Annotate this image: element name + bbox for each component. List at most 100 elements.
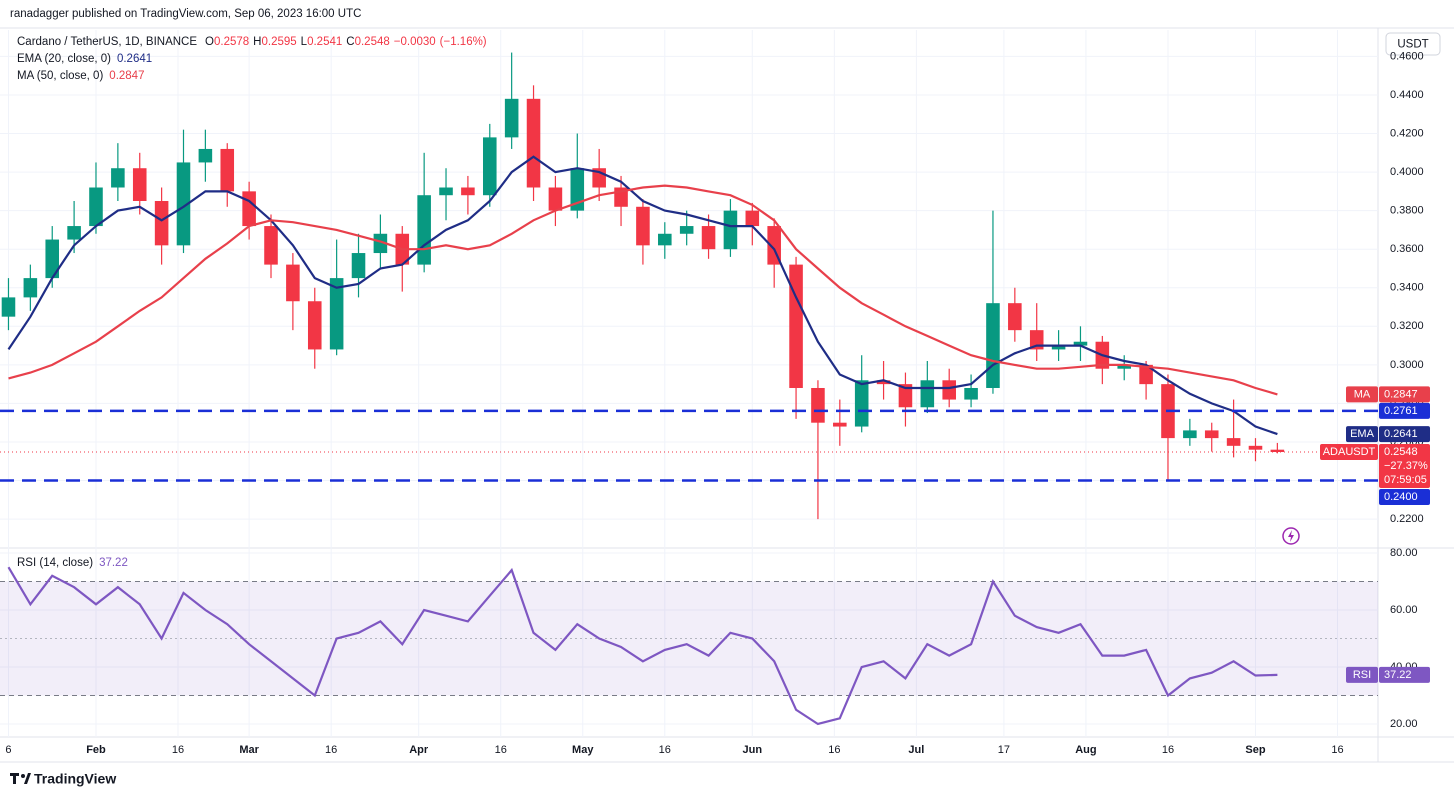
x-tick-label: Sep bbox=[1245, 744, 1265, 756]
price-tag-text: 07:59:05 bbox=[1384, 474, 1427, 486]
legend-value: 37.22 bbox=[99, 557, 128, 569]
candle-body bbox=[89, 187, 103, 227]
candle-body bbox=[286, 264, 300, 302]
candle-body bbox=[1073, 341, 1088, 346]
legend-name: MA (50, close, 0) bbox=[17, 70, 103, 82]
x-tick-label: Mar bbox=[239, 744, 259, 756]
candle-body bbox=[111, 168, 125, 188]
price-tag: 0.2548 −27.37% 07:59:05 bbox=[1379, 443, 1430, 488]
candle-body bbox=[154, 200, 169, 246]
symbol-tag-box bbox=[1320, 443, 1378, 460]
price-tag-box bbox=[1379, 386, 1430, 403]
indicator-tag-box bbox=[1346, 666, 1378, 683]
rsi-band bbox=[0, 581, 1378, 696]
candle-body bbox=[307, 301, 322, 350]
candle-body bbox=[570, 168, 585, 211]
y-tick-label: 0.3200 bbox=[1390, 320, 1424, 332]
price-tag-text: −27.37% bbox=[1384, 460, 1428, 472]
x-tick-label: 16 bbox=[495, 744, 507, 756]
candle-body bbox=[1204, 430, 1219, 439]
marks-layer: Cardano / TetherUS, 1D, BINANCE O0.2578 H0… bbox=[0, 36, 1378, 726]
logo-slash bbox=[24, 773, 31, 784]
alert-bolt[interactable] bbox=[1288, 530, 1294, 542]
legend-entry: MA (50, close, 0) 0.2847 bbox=[17, 70, 144, 82]
x-tick-label: May bbox=[572, 744, 594, 756]
publisher-line: ranadagger published on TradingView.com,… bbox=[10, 8, 361, 20]
candle-body bbox=[417, 195, 431, 265]
candle-body bbox=[986, 303, 1000, 388]
y-tick-label: 0.3800 bbox=[1390, 205, 1424, 217]
candle-body bbox=[373, 233, 388, 254]
legend-value: 0.2641 bbox=[117, 53, 152, 65]
candle-body bbox=[242, 191, 256, 227]
candle-body bbox=[504, 98, 519, 138]
legend-entry: EMA (20, close, 0) 0.2641 bbox=[17, 53, 152, 65]
candle-body bbox=[658, 233, 672, 246]
candle-body bbox=[439, 187, 453, 196]
candle-body bbox=[67, 226, 81, 240]
legend-change: −0.0030 bbox=[394, 36, 436, 48]
legend-key: H bbox=[253, 36, 261, 48]
candle-body bbox=[548, 187, 563, 211]
candle-body bbox=[1226, 438, 1241, 446]
indicator-line bbox=[7, 566, 1278, 726]
legend-name: EMA (20, close, 0) bbox=[17, 53, 111, 65]
y-tick-label: 60.00 bbox=[1390, 604, 1418, 616]
price-tag-text: 0.2847 bbox=[1384, 388, 1418, 400]
price-tag: 0.2641 bbox=[1379, 426, 1430, 443]
candle-body bbox=[679, 226, 694, 234]
price-tag-box bbox=[1379, 443, 1430, 488]
indicator-line bbox=[7, 155, 1278, 436]
currency-button[interactable] bbox=[1385, 32, 1441, 56]
price-tag-box bbox=[1379, 488, 1430, 505]
candle-body bbox=[329, 278, 344, 350]
x-tick-label: 6 bbox=[5, 744, 11, 756]
y-tick-label: 0.4400 bbox=[1390, 89, 1424, 101]
legend-value: 0.2548 bbox=[355, 36, 390, 48]
legend-title: Cardano / TetherUS, 1D, BINANCE bbox=[17, 36, 197, 48]
y-tick-label: 0.4200 bbox=[1390, 127, 1424, 139]
x-tick-label: Aug bbox=[1075, 744, 1096, 756]
price-tag: 0.2761 bbox=[1379, 402, 1430, 419]
price-tag: 0.2400 bbox=[1379, 488, 1430, 505]
indicator-line bbox=[8, 184, 1278, 396]
candle-body bbox=[811, 387, 825, 423]
candle-body bbox=[636, 206, 650, 246]
price-tag: 37.22 bbox=[1379, 666, 1430, 683]
logo-dot bbox=[21, 774, 25, 778]
alert-icon[interactable] bbox=[1282, 527, 1300, 545]
price-tag-box bbox=[1379, 402, 1430, 419]
x-tick-label: 16 bbox=[325, 744, 337, 756]
candle-body bbox=[1139, 364, 1153, 385]
price-tag-text: 0.2641 bbox=[1384, 428, 1418, 440]
legend-key: O bbox=[205, 36, 214, 48]
candle-body bbox=[1117, 364, 1132, 369]
candle-body bbox=[701, 226, 716, 250]
candle-body bbox=[23, 278, 38, 298]
candle-body bbox=[898, 384, 913, 408]
candle-body bbox=[1183, 430, 1197, 439]
grid-layer bbox=[0, 30, 1378, 737]
candle-body bbox=[920, 380, 935, 408]
candle-body bbox=[942, 380, 956, 400]
indicator-tag-box bbox=[1346, 386, 1378, 403]
y-tick-label: 0.3600 bbox=[1390, 243, 1424, 255]
legend-key: C bbox=[346, 36, 354, 48]
candle-body bbox=[1, 297, 16, 317]
currency-label[interactable]: USDT bbox=[1397, 39, 1428, 51]
y-tick-label: 0.3400 bbox=[1390, 282, 1424, 294]
candle-body bbox=[482, 137, 497, 196]
y-tick-label: 0.2200 bbox=[1390, 513, 1424, 525]
candle-body bbox=[1270, 449, 1285, 452]
candle-body bbox=[964, 387, 978, 400]
price-tag-text: 0.2548 bbox=[1384, 446, 1418, 458]
x-tick-label: 16 bbox=[659, 744, 671, 756]
alert-circle[interactable] bbox=[1282, 527, 1300, 545]
price-tag-box bbox=[1379, 666, 1430, 683]
legend-change-pct: (−1.16%) bbox=[440, 36, 487, 48]
logo-mark bbox=[10, 773, 19, 784]
x-tick-label: 16 bbox=[172, 744, 184, 756]
